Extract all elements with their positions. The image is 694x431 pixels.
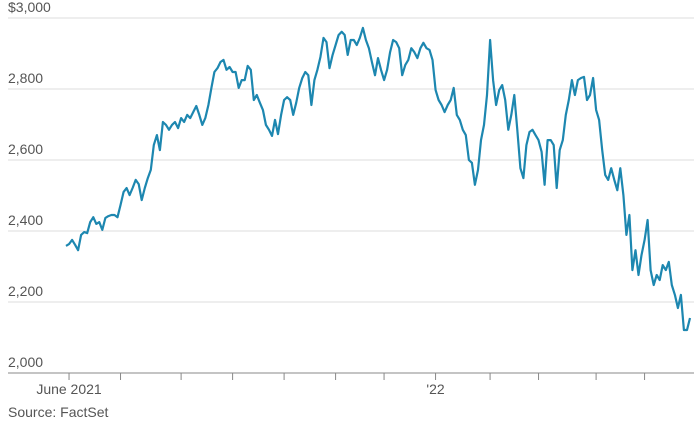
x-tick-label: June 2021 xyxy=(36,381,102,397)
source: Source: FactSet xyxy=(8,404,108,420)
y-tick-label: 2,200 xyxy=(8,283,43,299)
y-tick-label: 2,000 xyxy=(8,354,43,370)
y-tick-label: 2,800 xyxy=(8,70,43,86)
y-tick-label: 2,600 xyxy=(8,141,43,157)
y-tick-label: 2,400 xyxy=(8,212,43,228)
price-line xyxy=(65,26,692,332)
x-tick-label: '22 xyxy=(426,381,444,397)
y-tick-label: $3,000 xyxy=(8,0,51,15)
